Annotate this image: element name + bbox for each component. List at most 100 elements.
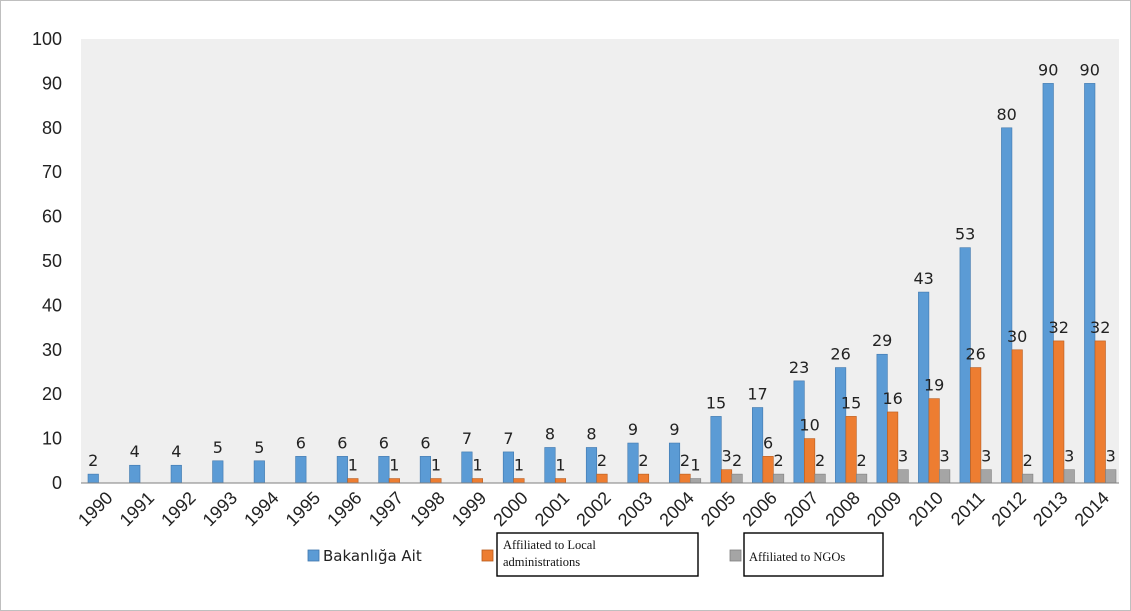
- bar-series-1: [627, 442, 639, 484]
- bar-series-1: [668, 442, 681, 484]
- data-label-series-1: 15: [706, 393, 726, 412]
- x-tick-label: 2002: [572, 488, 614, 530]
- legend-swatch-series-1: [307, 549, 320, 562]
- data-label-series-3: 3: [1106, 447, 1116, 466]
- x-axis-ticks: 1990 1991 1992 1993 1994 1995 1996 1997 1998 1999…: [74, 488, 1113, 530]
- bar-series-1: [419, 456, 431, 484]
- data-label-series-3: 2: [732, 451, 742, 470]
- y-tick-label: 50: [42, 251, 62, 271]
- data-label-series-2: 2: [680, 451, 690, 470]
- y-tick-label: 0: [52, 473, 62, 493]
- bar-series-1: [170, 464, 182, 484]
- data-label-series-2: 1: [431, 456, 441, 475]
- legend-item-series-2: Affiliated to Local administrations: [481, 532, 699, 577]
- legend-label-series-1: Bakanlığa Ait: [323, 547, 422, 565]
- legend-swatch-series-2: [481, 549, 494, 562]
- bar-series-2: [887, 411, 899, 484]
- x-tick-label: 2011: [947, 488, 989, 530]
- bar-series-1: [1084, 83, 1096, 484]
- data-label-series-1: 6: [337, 433, 347, 452]
- legend-swatch-series-3: [729, 549, 742, 562]
- x-tick-label: 2001: [531, 488, 573, 530]
- y-axis-ticks: 0 10 20 30 40 50 60 70 80 90 100: [32, 29, 62, 493]
- data-label-series-2: 1: [389, 456, 399, 475]
- y-tick-label: 10: [42, 429, 62, 449]
- data-label-series-1: 7: [462, 429, 472, 448]
- data-label-series-2: 26: [965, 345, 985, 364]
- legend-item-series-3: Affiliated to NGOs: [729, 532, 884, 577]
- x-tick-label: 1998: [406, 488, 448, 530]
- data-label-series-1: 7: [503, 429, 513, 448]
- bar-series-3: [1105, 469, 1117, 484]
- data-label-series-1: 5: [254, 438, 264, 457]
- bar-series-2: [1011, 349, 1023, 484]
- data-label-series-2: 2: [638, 451, 648, 470]
- x-tick-label: 2008: [821, 488, 863, 530]
- data-label-series-1: 6: [420, 433, 430, 452]
- x-tick-label: 1992: [157, 488, 199, 530]
- bar-series-3: [856, 473, 868, 484]
- data-label-series-2: 1: [555, 456, 565, 475]
- data-label-series-1: 17: [747, 385, 767, 404]
- data-label-series-1: 6: [296, 433, 306, 452]
- y-tick-label: 40: [42, 295, 62, 315]
- bar-series-1: [378, 456, 390, 484]
- bar-series-1: [752, 407, 764, 484]
- bar-series-1: [959, 247, 971, 484]
- bar-series-1: [295, 456, 307, 484]
- x-tick-label: 2007: [780, 488, 822, 530]
- bar-series-3: [897, 469, 909, 484]
- bar-series-3: [773, 473, 785, 484]
- x-tick-label: 2003: [614, 488, 656, 530]
- x-tick-label: 2010: [905, 488, 947, 530]
- data-label-series-1: 23: [789, 358, 809, 377]
- x-tick-label: 1990: [74, 488, 116, 530]
- data-label-series-1: 2: [88, 451, 98, 470]
- data-label-series-1: 4: [130, 442, 140, 461]
- bar-series-2: [554, 478, 567, 484]
- data-label-series-1: 5: [213, 438, 223, 457]
- bar-series-1: [461, 451, 473, 484]
- bar-series-1: [336, 456, 348, 484]
- y-tick-label: 90: [42, 73, 62, 93]
- bar-series-1: [835, 367, 847, 484]
- data-label-series-1: 4: [171, 442, 181, 461]
- bar-series-1: [502, 451, 515, 484]
- data-label-series-1: 90: [1038, 60, 1058, 79]
- bar-series-2: [762, 456, 774, 484]
- bar-series-3: [689, 478, 702, 484]
- data-label-series-2: 32: [1049, 318, 1069, 337]
- y-tick-label: 30: [42, 340, 62, 360]
- bar-series-3: [814, 473, 826, 484]
- data-label-series-2: 32: [1090, 318, 1110, 337]
- bar-series-1: [253, 460, 265, 484]
- bar-series-2: [388, 478, 400, 484]
- x-tick-label: 2006: [738, 488, 780, 530]
- legend-label-series-3: Affiliated to NGOs: [749, 550, 845, 564]
- data-label-series-2: 15: [841, 393, 861, 412]
- y-tick-label: 60: [42, 207, 62, 227]
- x-tick-label: 1997: [365, 488, 407, 530]
- bar-series-1: [1042, 83, 1054, 484]
- data-label-series-1: 26: [830, 345, 850, 364]
- data-label-series-3: 2: [1023, 451, 1033, 470]
- data-label-series-3: 2: [815, 451, 825, 470]
- bar-series-1: [585, 447, 598, 484]
- bar-series-2: [1053, 340, 1065, 484]
- data-label-series-1: 29: [872, 331, 892, 350]
- legend-box-series-3: [743, 532, 884, 577]
- bar-series-1: [544, 447, 556, 484]
- x-tick-label: 1999: [448, 488, 490, 530]
- data-label-series-2: 30: [1007, 327, 1027, 346]
- bar-series-2: [845, 416, 857, 484]
- bar-series-1: [1001, 127, 1013, 484]
- data-label-series-2: 19: [924, 376, 944, 395]
- data-label-series-2: 1: [514, 456, 524, 475]
- x-tick-label: 1993: [199, 488, 241, 530]
- y-tick-label: 80: [42, 118, 62, 138]
- bar-series-2: [1094, 340, 1106, 484]
- bar-series-2: [970, 367, 982, 484]
- x-tick-label: 2005: [697, 488, 739, 530]
